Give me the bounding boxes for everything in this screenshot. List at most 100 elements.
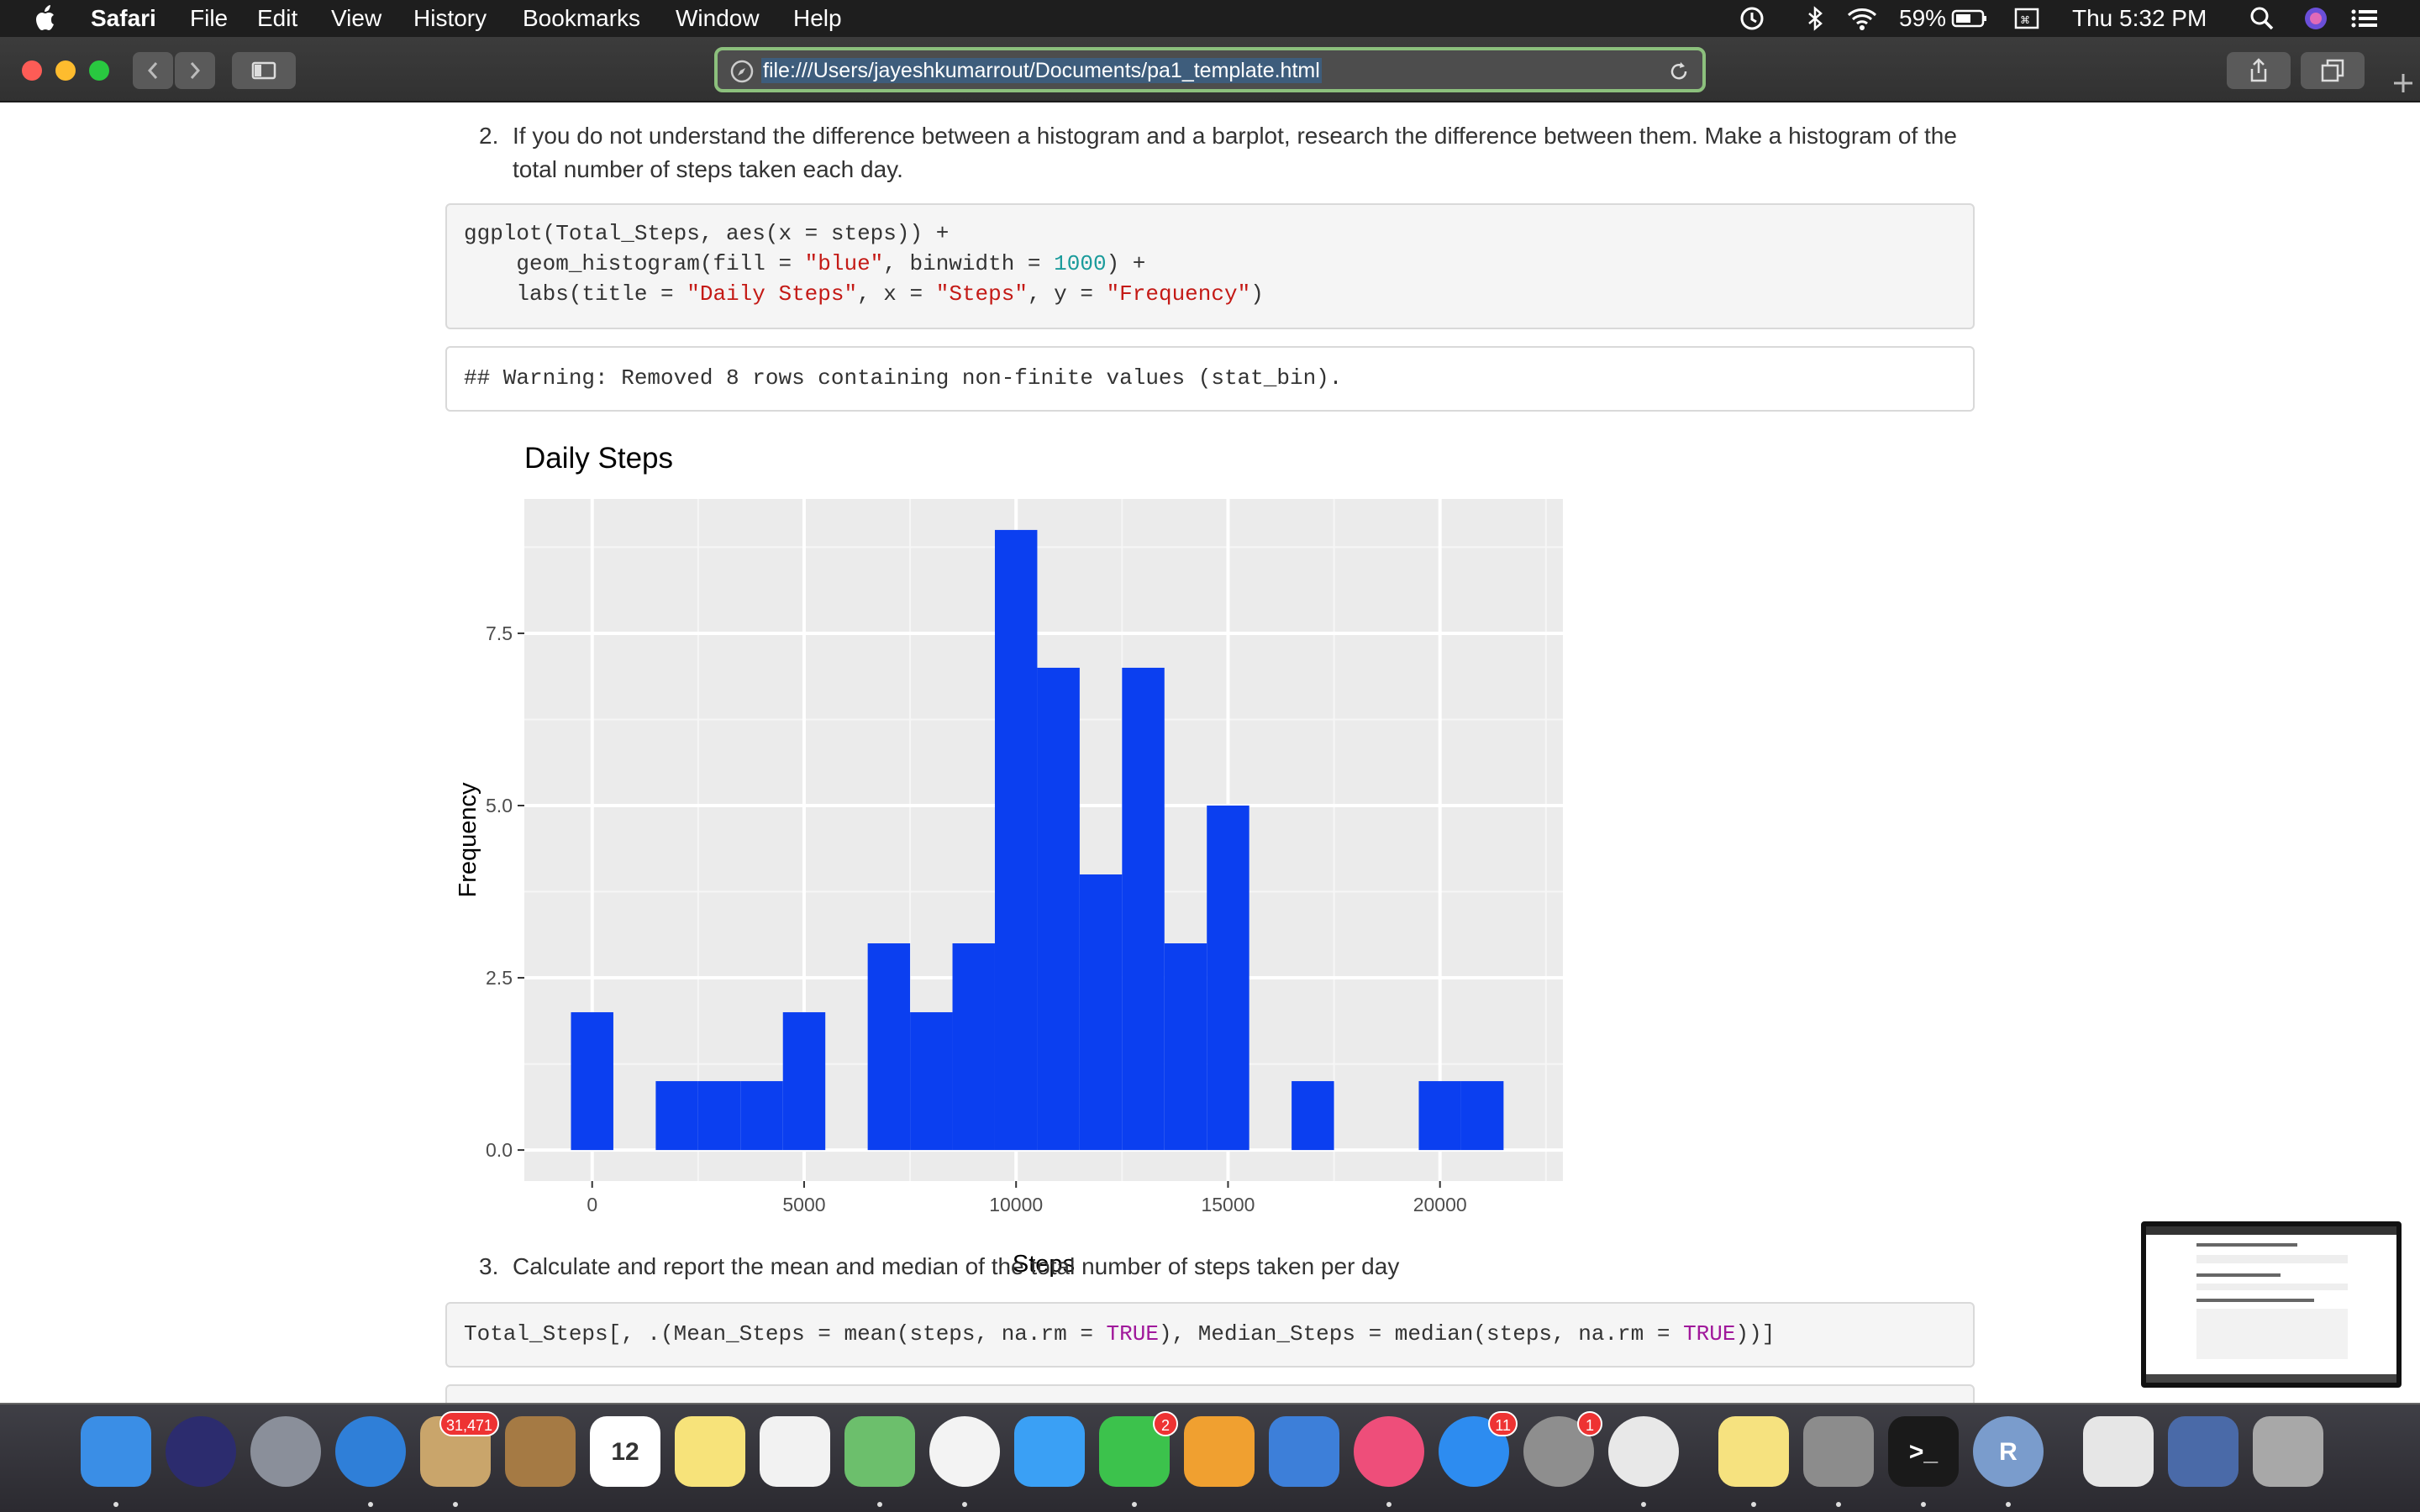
dock-itunes-icon[interactable] — [1354, 1416, 1424, 1487]
x-tick-label: 20000 — [1413, 1194, 1467, 1215]
dock-finder-icon[interactable] — [81, 1416, 151, 1487]
dock-icon-label: 12 — [611, 1438, 639, 1466]
spotlight-search-icon[interactable] — [2249, 5, 2275, 32]
battery-percent: 59% — [1899, 5, 1947, 31]
r-code-block-histogram: ggplot(Total_Steps, aes(x = steps)) + ge… — [445, 203, 1975, 329]
x-axis: 0 5000 10000 15000 20000 — [587, 1181, 1467, 1215]
dock-calculator-icon[interactable] — [1803, 1416, 1874, 1487]
running-indicator — [1386, 1502, 1392, 1507]
new-tab-button[interactable] — [2386, 64, 2420, 101]
y-tick-label: 0.0 — [486, 1139, 513, 1161]
menu-history[interactable]: History — [413, 5, 487, 31]
dock-app-store-icon[interactable]: 11 — [1439, 1411, 1518, 1487]
histogram-bar — [1037, 667, 1080, 1151]
dock: 31,471 12 2 11 1 >_ R — [0, 1403, 2420, 1512]
apple-menu-icon[interactable] — [34, 0, 60, 37]
list-number-2: 2. — [479, 123, 499, 149]
menu-bookmarks[interactable]: Bookmarks — [523, 5, 641, 31]
running-indicator — [1921, 1502, 1926, 1507]
sidebar-toggle-button[interactable] — [232, 52, 296, 89]
histogram-bar — [1122, 667, 1165, 1151]
x-tick-label: 10000 — [989, 1194, 1043, 1215]
dock-pages-icon[interactable] — [1184, 1416, 1255, 1487]
histogram-bar — [1460, 1081, 1504, 1151]
dock-keynote-icon[interactable] — [1269, 1416, 1339, 1487]
dock-maps-icon[interactable] — [844, 1416, 915, 1487]
share-button[interactable] — [2227, 52, 2291, 89]
address-bar[interactable]: file:///Users/jayeshkumarrout/Documents/… — [714, 47, 1706, 92]
instruction-text-line1: If you do not understand the difference … — [513, 123, 1957, 149]
histogram-bar — [1207, 805, 1249, 1151]
histogram-bar — [697, 1081, 741, 1151]
histogram-chart: Daily Steps 0.0 2.5 5.0 7.5 0 5000 10000 15000… — [455, 442, 1563, 1278]
dock-messages-icon[interactable] — [1014, 1416, 1085, 1487]
running-indicator — [877, 1502, 882, 1507]
dock-documents-icon[interactable] — [2083, 1416, 2154, 1487]
notification-center-icon[interactable] — [2349, 5, 2377, 32]
menu-edit[interactable]: Edit — [257, 5, 298, 31]
histogram-bar — [782, 1012, 826, 1151]
wifi-icon[interactable] — [1845, 5, 1877, 32]
dock-reminders-icon[interactable] — [760, 1416, 830, 1487]
dock-trash-icon[interactable] — [2253, 1416, 2323, 1487]
running-indicator — [2006, 1502, 2011, 1507]
url-text[interactable]: file:///Users/jayeshkumarrout/Documents/… — [761, 58, 1322, 83]
r-code-block-mean-median: Total_Steps[, .(Mean_Steps = mean(steps,… — [445, 1302, 1975, 1368]
dock-facetime-icon[interactable]: 2 — [1099, 1411, 1178, 1487]
siri-menubar-icon[interactable] — [2302, 5, 2329, 32]
code-line: ggplot(Total_Steps, aes(x = steps)) + — [464, 221, 950, 246]
y-tick-label: 5.0 — [486, 795, 513, 816]
dock-launchpad-icon[interactable] — [250, 1416, 321, 1487]
x-tick-label: 5000 — [782, 1194, 825, 1215]
notification-badge: 31,471 — [439, 1411, 499, 1436]
dock-system-preferences-icon[interactable]: 1 — [1523, 1411, 1602, 1487]
histogram-bar — [571, 1012, 613, 1151]
histogram-bar — [1292, 1081, 1334, 1151]
running-indicator — [962, 1502, 967, 1507]
dock-stickies-icon[interactable] — [1718, 1416, 1789, 1487]
forward-button[interactable] — [175, 52, 215, 89]
histogram-bar — [910, 1012, 953, 1151]
dock-contacts-icon[interactable] — [505, 1416, 576, 1487]
show-all-tabs-button[interactable] — [2301, 52, 2365, 89]
close-window-button[interactable] — [22, 60, 42, 81]
zoom-window-button[interactable] — [89, 60, 109, 81]
histogram-bar — [952, 943, 995, 1151]
back-button[interactable] — [133, 52, 173, 89]
dock-siri-icon[interactable] — [166, 1416, 236, 1487]
menubar-clock[interactable]: Thu 5:32 PM — [2072, 5, 2207, 31]
menu-window[interactable]: Window — [676, 5, 760, 31]
dock-icon-label: >_ — [1908, 1438, 1939, 1466]
running-indicator — [1641, 1502, 1646, 1507]
dock-chrome-icon[interactable] — [1608, 1416, 1679, 1487]
menu-safari[interactable]: Safari — [91, 5, 156, 31]
reload-icon[interactable] — [1667, 59, 1691, 84]
bluetooth-icon[interactable] — [1802, 5, 1828, 32]
y-axis-title: Frequency — [455, 782, 481, 898]
screenshot-thumbnail-preview[interactable] — [2141, 1221, 2402, 1388]
time-machine-icon[interactable] — [1738, 5, 1765, 32]
x-axis-title: Steps — [1013, 1251, 1075, 1278]
dock-calendar-icon[interactable]: 12 — [590, 1416, 660, 1487]
dock-notes-icon[interactable] — [675, 1416, 745, 1487]
minimize-window-button[interactable] — [55, 60, 76, 81]
browser-toolbar: file:///Users/jayeshkumarrout/Documents/… — [0, 37, 2420, 102]
histogram-bar — [655, 1081, 698, 1151]
menu-help[interactable]: Help — [793, 5, 842, 31]
histogram-bar — [1418, 1081, 1461, 1151]
running-indicator — [1751, 1502, 1756, 1507]
dock-terminal-icon[interactable]: >_ — [1888, 1416, 1959, 1487]
histogram-bar — [1164, 943, 1207, 1151]
keyboard-menu-icon[interactable]: ⌘ — [2013, 5, 2040, 32]
battery-icon[interactable] — [1951, 5, 1988, 32]
menu-file[interactable]: File — [190, 5, 229, 31]
dock-photos-icon[interactable] — [929, 1416, 1000, 1487]
dock-safari-icon[interactable] — [335, 1416, 406, 1487]
dock-mail-icon[interactable]: 31,471 — [420, 1411, 499, 1487]
menu-view[interactable]: View — [331, 5, 382, 31]
dock-downloads-icon[interactable] — [2168, 1416, 2238, 1487]
dock-rstudio-icon[interactable]: R — [1973, 1416, 2044, 1487]
histogram-bars — [571, 529, 1504, 1151]
running-indicator — [1836, 1502, 1841, 1507]
histogram-bar — [867, 943, 911, 1151]
